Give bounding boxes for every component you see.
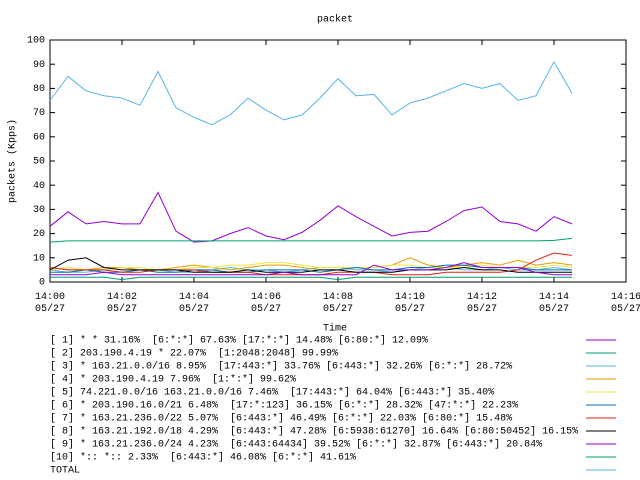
x-tick-label: 14:06 05/27	[251, 292, 281, 315]
y-tick-label: 70	[33, 108, 45, 119]
x-axis-label: Time	[323, 323, 347, 335]
series-line	[49, 237, 573, 243]
series-line	[49, 257, 572, 273]
series-line	[50, 276, 572, 281]
x-tick-label: 14:00 05/27	[35, 292, 65, 315]
legend-label: [ 3] * 163.21.0.0/16 8.95% [17:443:*] 33…	[50, 361, 512, 373]
y-tick-label: 20	[33, 229, 45, 240]
x-tick-label: 14:14 05/27	[539, 292, 569, 315]
x-tick-label: 14:10 05/27	[395, 292, 425, 315]
legend-label: [ 5] 74.221.0.0/16 163.21.0.0/16 7.46% […	[50, 387, 494, 399]
x-tick-label: 14:04 05/27	[179, 292, 209, 315]
legend-label: TOTAL	[50, 466, 80, 477]
x-tick-label: 14:12 05/27	[467, 292, 497, 315]
y-tick-label: 90	[33, 60, 45, 71]
chart-title: packet	[317, 14, 353, 26]
y-tick-label: 0	[39, 278, 45, 289]
legend-label: [ 2] 203.190.4.19 * 22.07% [1:2048:2048]…	[50, 348, 338, 360]
series-line	[50, 262, 572, 276]
x-tick-label: 14:02 05/27	[107, 292, 137, 315]
series-line	[49, 191, 573, 243]
series-line	[49, 262, 573, 271]
y-axis-label: packets (Kpps)	[7, 119, 19, 203]
y-tick-label: 50	[33, 157, 45, 168]
legend-label: [ 9] * 163.21.236.0/24 4.23% [6:443:6443…	[50, 439, 542, 451]
series-line	[49, 60, 573, 126]
legend-label: [10] *:: *:: 2.33% [6:443:*] 46.08% [6:*…	[50, 452, 356, 464]
y-tick-label: 30	[33, 205, 45, 216]
legend-label: [ 8] * 163.21.192.0/18 4.29% [6:443:*] 4…	[50, 426, 578, 438]
legend-label: [ 7] * 163.21.236.0/22 5.07% [6:443:*] 4…	[50, 413, 512, 425]
y-tick-label: 100	[27, 36, 45, 47]
y-tick-label: 80	[33, 84, 45, 95]
x-tick-label: 14:08 05/27	[323, 292, 353, 315]
y-tick-label: 10	[33, 253, 45, 264]
y-tick-label: 40	[33, 181, 45, 192]
legend-label: [ 6] * 203.190.16.0/21 6.48% [17:*:123] …	[50, 400, 518, 412]
plot-frame	[49, 39, 627, 283]
x-tick-label: 14:16 05/27	[611, 292, 640, 315]
legend-label: [ 1] * * 31.16% [6:*:*] 67.63% [17:*:*] …	[50, 335, 428, 347]
y-tick-label: 60	[33, 132, 45, 143]
legend-label: [ 4] * 203.190.4.19 7.96% [1:*:*] 99.62%	[50, 374, 296, 386]
